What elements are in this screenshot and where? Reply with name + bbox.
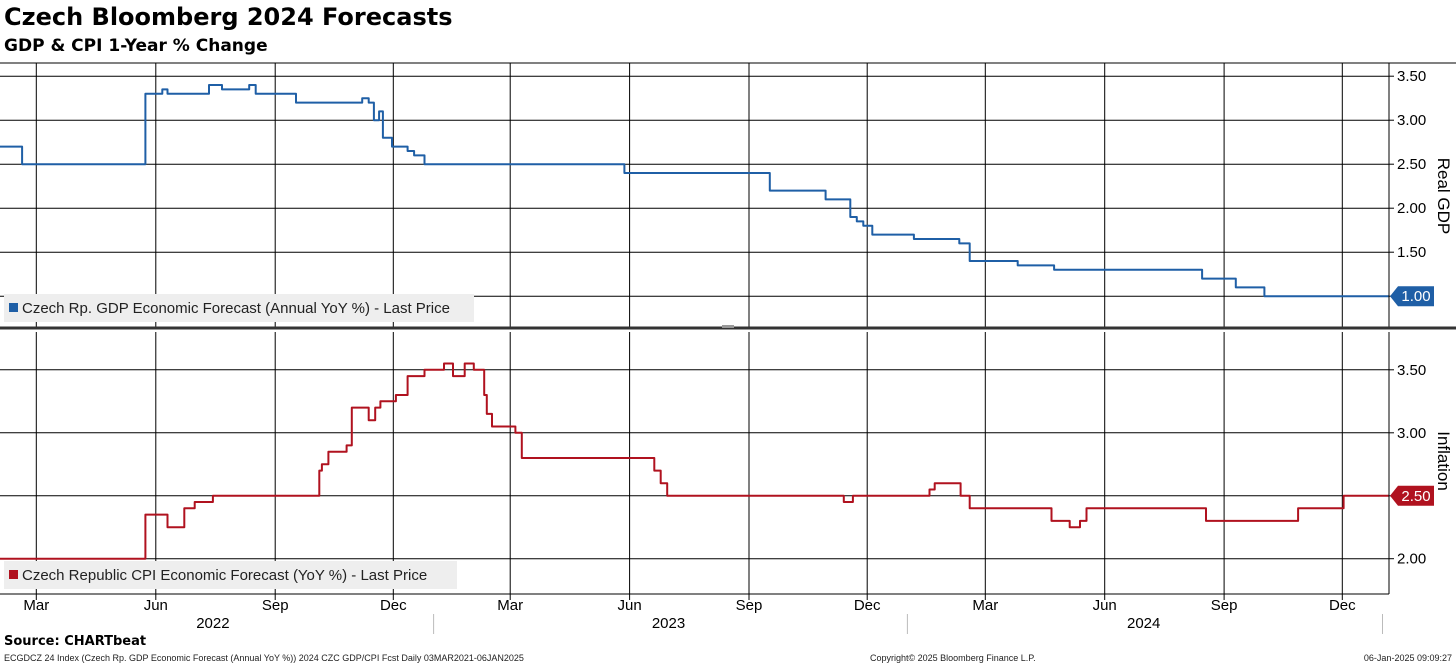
x-tick-label: Sep: [262, 597, 289, 614]
panel-resize-handle[interactable]: [722, 325, 734, 328]
chart-title: Czech Bloomberg 2024 Forecasts: [4, 3, 453, 31]
gdp-y-axis-label: Real GDP: [1434, 158, 1453, 235]
x-tick-label: Dec: [380, 597, 407, 614]
x-year-label: 2023: [652, 615, 685, 632]
gdp-legend-swatch: [9, 303, 18, 312]
footer-ticker-info: ECGDCZ 24 Index (Czech Rp. GDP Economic …: [4, 653, 524, 663]
y-tick-label: 2.00: [1397, 200, 1426, 217]
y-tick-label: 3.00: [1397, 425, 1426, 442]
gdp-legend-bg: [4, 294, 474, 322]
cpi-legend-swatch: [9, 570, 18, 579]
x-tick-label: Mar: [972, 597, 998, 614]
panel-frame: [0, 62, 1456, 595]
last-value-tag-shape: [1390, 286, 1434, 307]
cpi-legend-bg: [4, 561, 457, 589]
series-lines: [0, 84, 1389, 560]
footer-timestamp: 06-Jan-2025 09:09:27: [1363, 653, 1452, 663]
y-tick-label: 2.50: [1397, 156, 1426, 173]
cpi-y-axis-label: Inflation: [1434, 431, 1453, 491]
x-axis: Mar Jun Sep Dec Mar Jun Sep Dec Mar Jun Sep Dec 2022…: [23, 594, 1383, 634]
last-value-tag-label: 2.50: [1401, 488, 1430, 505]
cpi-legend: Czech Republic CPI Economic Forecast (Yo…: [4, 561, 457, 589]
x-tick-label: Jun: [144, 597, 168, 614]
x-tick-label: Sep: [736, 597, 763, 614]
legends: Czech Rp. GDP Economic Forecast (Annual …: [4, 294, 474, 589]
last-value-tag-label: 1.00: [1401, 288, 1430, 305]
source-note: Source: CHARTbeat: [4, 634, 147, 649]
y-tick-label: 3.00: [1397, 112, 1426, 129]
cpi-series-line: [0, 362, 1389, 560]
cpi-legend-label: Czech Republic CPI Economic Forecast (Yo…: [22, 567, 427, 584]
x-tick-label: Sep: [1211, 597, 1238, 614]
x-year-label: 2024: [1127, 615, 1160, 632]
gdp-panel-grid: [0, 63, 1389, 327]
chart-subtitle: GDP & CPI 1-Year % Change: [4, 36, 268, 56]
x-tick-label: Jun: [1093, 597, 1117, 614]
y-tick-label: 3.50: [1397, 362, 1426, 379]
gdp-legend-label: Czech Rp. GDP Economic Forecast (Annual …: [22, 300, 450, 317]
gdp-last-value-tag: 1.00: [1390, 286, 1434, 307]
x-tick-label: Dec: [1329, 597, 1356, 614]
cpi-last-value-tag: 2.50: [1390, 485, 1434, 506]
y-tick-label: 1.50: [1397, 244, 1426, 261]
x-year-label: 2022: [196, 615, 229, 632]
y-tick-label: 2.00: [1397, 551, 1426, 568]
gdp-series-line: [0, 84, 1389, 298]
x-tick-label: Mar: [23, 597, 49, 614]
x-tick-label: Dec: [854, 597, 881, 614]
y-axes: 3.503.002.502.001.501.001.003.503.002.50…: [1389, 68, 1434, 568]
cpi-panel-grid: [0, 332, 1389, 594]
footer-copyright: Copyright© 2025 Bloomberg Finance L.P.: [870, 653, 1036, 663]
x-tick-label: Mar: [497, 597, 523, 614]
x-tick-label: Jun: [618, 597, 642, 614]
y-tick-label: 3.50: [1397, 68, 1426, 85]
last-value-tag-shape: [1390, 485, 1434, 506]
gdp-legend: Czech Rp. GDP Economic Forecast (Annual …: [4, 294, 474, 322]
